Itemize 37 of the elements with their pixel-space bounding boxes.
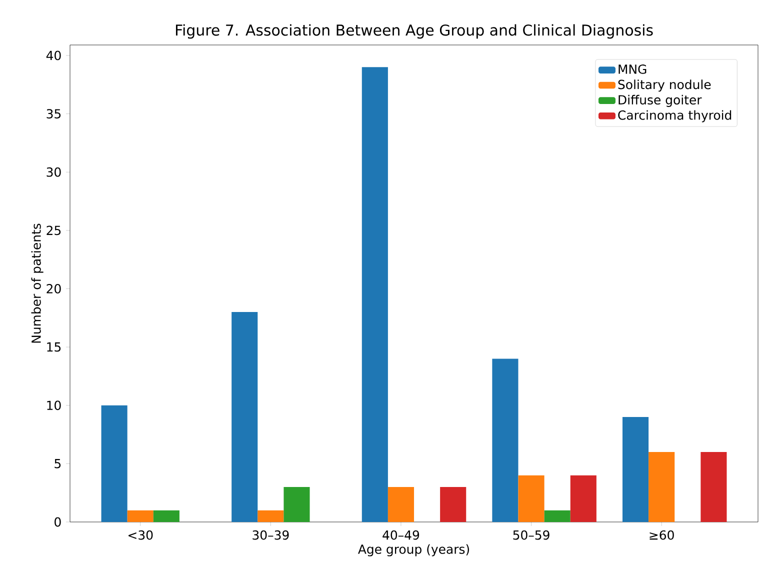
bar — [258, 510, 284, 522]
x-tick-label: <30 — [128, 530, 153, 540]
y-tick-label: 30 — [46, 167, 61, 177]
bar — [388, 486, 414, 522]
bar — [518, 475, 544, 522]
bar — [101, 405, 128, 522]
legend-label: Carcinoma thyroid — [618, 110, 732, 122]
x-tick-label: 40–49 — [382, 530, 420, 540]
x-tick-label: ≥60 — [650, 530, 674, 540]
bar — [362, 67, 388, 522]
bar — [284, 486, 310, 522]
y-tick-label: 10 — [47, 400, 61, 410]
chart-title: Figure 7. Association Between Age Group and Clinical Diagnosis — [176, 24, 653, 39]
bar — [570, 475, 596, 522]
bar — [622, 417, 649, 522]
x-tick-label: 50–59 — [513, 530, 550, 540]
bar — [440, 486, 466, 522]
y-tick-label: 25 — [46, 226, 61, 236]
x-tick-label: 30–39 — [252, 530, 289, 540]
y-tick-label: 40 — [46, 50, 61, 60]
bar — [700, 452, 727, 522]
bar — [492, 358, 518, 522]
bar — [232, 312, 258, 522]
y-tick-label: 15 — [47, 342, 61, 352]
y-tick-label: 20 — [46, 284, 61, 294]
legend-label: MNG — [618, 64, 646, 74]
y-axis-title: Number of patients — [31, 224, 44, 343]
bar — [127, 510, 154, 522]
bar — [153, 510, 180, 522]
bar — [544, 510, 570, 522]
legend-label: Solitary nodule — [618, 80, 711, 92]
x-axis-title: Age group (years) — [358, 544, 470, 556]
y-tick-label: 5 — [54, 459, 61, 468]
y-tick-label: 35 — [46, 109, 61, 118]
y-tick-label: 0 — [54, 517, 61, 527]
legend-label: Diffuse goiter — [618, 94, 702, 107]
bar — [648, 452, 675, 522]
